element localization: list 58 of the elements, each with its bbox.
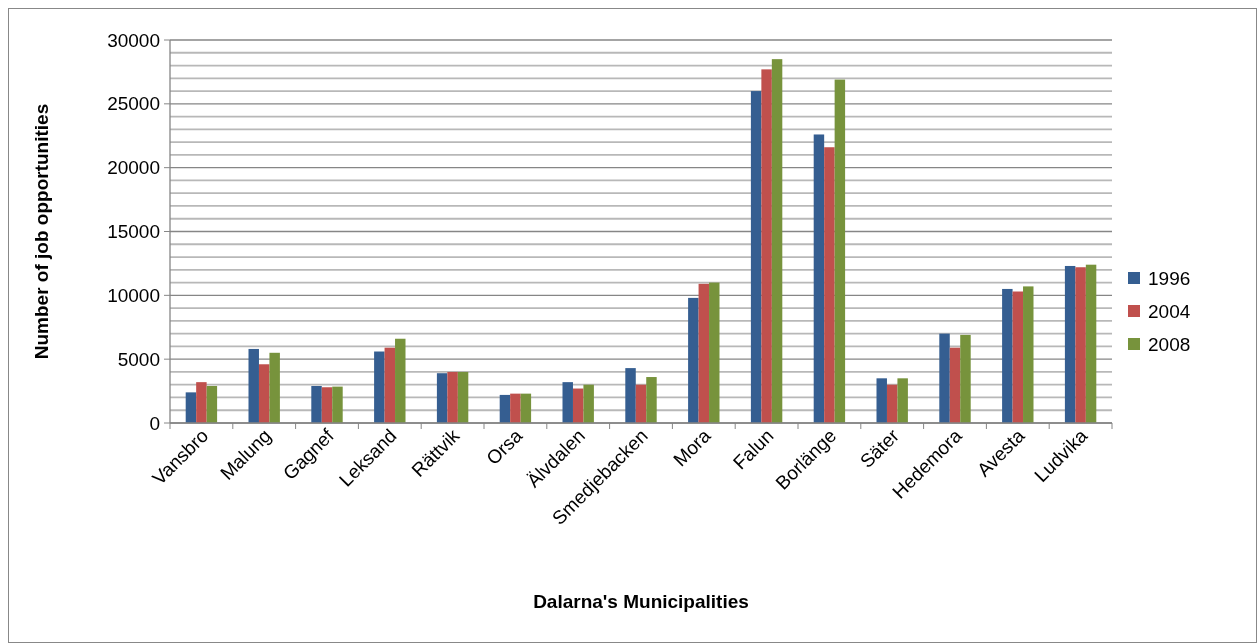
bar [886, 384, 898, 423]
bar [688, 297, 699, 423]
bar [771, 59, 783, 423]
bar [520, 393, 532, 423]
legend-label: 2004 [1148, 300, 1191, 322]
bar [1002, 288, 1013, 423]
bar [813, 134, 825, 423]
bar [562, 382, 573, 423]
bar [384, 347, 396, 423]
bar [499, 394, 511, 423]
x-axis-title: Dalarna's Municipalities [533, 591, 749, 612]
bar [321, 387, 333, 423]
bar [1012, 291, 1024, 423]
bar [625, 368, 636, 423]
y-tick-label: 0 [149, 412, 160, 434]
y-axis-title: Number of job opportunities [31, 103, 52, 360]
bar [510, 393, 521, 423]
bar [206, 385, 218, 423]
bar [698, 283, 710, 423]
bar [646, 377, 657, 423]
y-tick-label: 5000 [117, 348, 160, 370]
y-tick-label: 15000 [107, 221, 160, 243]
bar [709, 282, 720, 423]
bar [834, 79, 846, 423]
bar [1075, 267, 1086, 423]
bar [269, 352, 280, 423]
bar [436, 373, 448, 423]
bar [1085, 264, 1097, 423]
y-tick-label: 30000 [107, 29, 160, 51]
y-tick-label: 25000 [107, 93, 160, 115]
bar [897, 378, 908, 423]
bar [457, 371, 469, 423]
y-tick-label: 20000 [107, 157, 160, 179]
bar [395, 338, 406, 423]
bar [258, 364, 270, 423]
legend-label: 1996 [1148, 267, 1191, 289]
bar [311, 385, 322, 423]
bar [332, 386, 343, 423]
bar [635, 384, 647, 423]
bar [374, 351, 385, 423]
bar [447, 371, 458, 423]
bar [949, 347, 961, 423]
bar [876, 378, 887, 423]
x-tick-label: Orsa [482, 424, 527, 469]
bar [960, 334, 971, 423]
bar [196, 382, 207, 423]
bar [583, 384, 594, 423]
bar [750, 91, 762, 423]
bar [572, 388, 584, 423]
legend-label: 2008 [1148, 333, 1191, 355]
bar [824, 147, 835, 423]
bar [185, 392, 197, 423]
bar [1023, 286, 1034, 423]
bar [761, 69, 772, 423]
y-tick-label: 10000 [107, 284, 160, 306]
bar [939, 333, 950, 423]
bar [1064, 265, 1076, 423]
bar [248, 348, 259, 423]
